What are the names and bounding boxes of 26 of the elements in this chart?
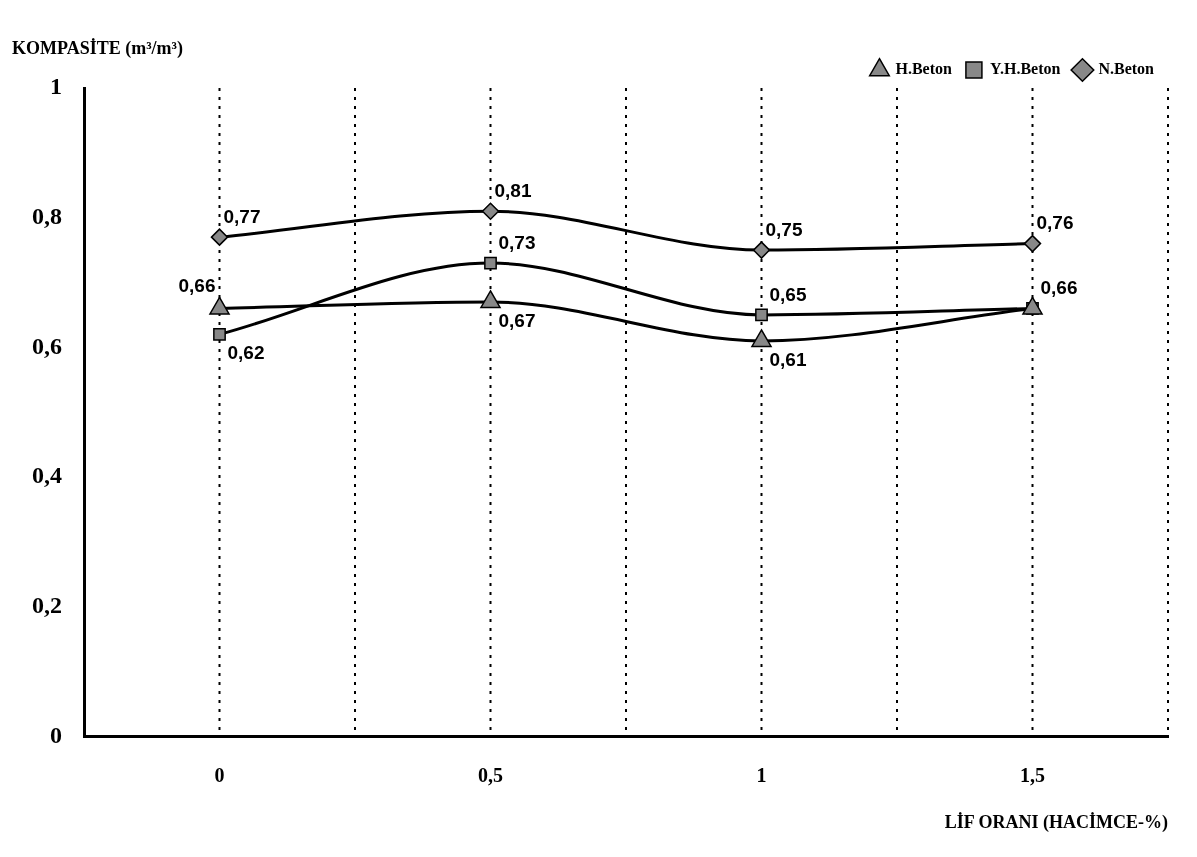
data-label: 0,75 <box>765 218 803 240</box>
data-label: 0,66 <box>1040 277 1078 299</box>
data-label: 0,81 <box>494 179 532 201</box>
x-tick-label: 1,5 <box>1020 763 1045 786</box>
x-tick-label: 0,5 <box>478 763 503 786</box>
data-label: 0,73 <box>498 231 536 253</box>
data-label: 0,62 <box>227 342 265 364</box>
data-label: 0,61 <box>769 348 807 370</box>
y-tick-label: 0,2 <box>32 591 62 618</box>
data-label: 0,76 <box>1036 212 1074 234</box>
x-axis-title: LİF ORANI (HACİMCE-%) <box>944 811 1168 833</box>
legend-label: N.Beton <box>1098 60 1155 78</box>
y-tick-label: 0,4 <box>32 462 62 489</box>
x-tick-label: 0 <box>214 763 225 786</box>
y-tick-label: 0,6 <box>32 332 62 359</box>
legend-label: H.Beton <box>895 60 953 78</box>
data-label: 0,67 <box>498 309 536 331</box>
data-label: 0,66 <box>178 275 216 297</box>
y-tick-label: 0,8 <box>32 202 62 229</box>
y-axis-title: KOMPASİTE (m³/m³) <box>12 38 183 59</box>
data-label: 0,77 <box>223 205 261 227</box>
data-label: 0,65 <box>769 283 807 305</box>
x-tick-label: 1 <box>756 763 767 786</box>
legend-label: Y.H.Beton <box>989 60 1061 78</box>
y-tick-label: 1 <box>50 73 62 100</box>
y-tick-label: 0 <box>50 721 62 748</box>
